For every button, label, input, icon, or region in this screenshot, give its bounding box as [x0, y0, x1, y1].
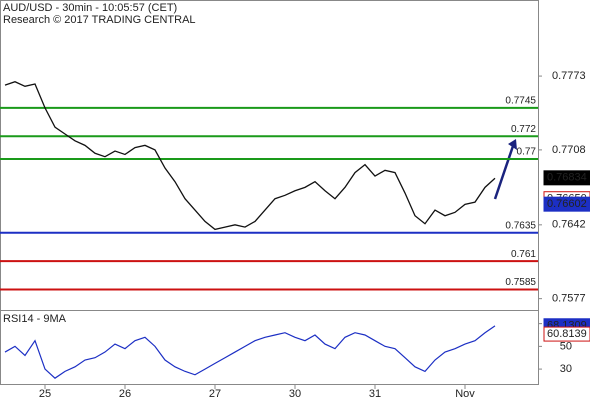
price-tag-label: 0.76834 [547, 172, 587, 184]
x-tick-label: 25 [39, 388, 51, 400]
forecast-arrowhead [508, 139, 517, 150]
level-label: 0.772 [511, 124, 536, 135]
rsi-tag-label: 60.8139 [547, 328, 587, 340]
y-tick-label: 0.7708 [552, 144, 586, 156]
forecast-arrow [493, 145, 515, 200]
rsi-tag [543, 326, 590, 342]
x-tick-label: 27 [209, 388, 221, 400]
price-tag [543, 170, 590, 186]
price-tag [543, 196, 590, 212]
rsi-tick-label: 50 [560, 340, 572, 352]
level-label: 0.7635 [505, 220, 536, 231]
y-tick-label: 0.7773 [552, 70, 586, 82]
frame [0, 0, 539, 385]
level-label: 0.7745 [505, 96, 536, 107]
chart-subtitle: Research © 2017 TRADING CENTRAL [3, 14, 196, 26]
rsi-tick-label: 30 [560, 363, 572, 375]
chart-title: AUD/USD - 30min - 10:05:57 (CET) [3, 2, 177, 14]
level-label: 0.7585 [505, 277, 536, 288]
level-label: 0.77 [517, 147, 537, 158]
rsi-line [4, 325, 496, 379]
y-tick-label: 0.7642 [552, 219, 586, 231]
rsi-title: RSI14 - 9MA [3, 313, 67, 325]
price-line [4, 81, 496, 231]
price-tag-label: 0.76602 [547, 198, 587, 210]
x-tick-label: Nov [455, 388, 475, 400]
y-tick-label: 0.7577 [552, 293, 586, 305]
x-tick-label: 26 [119, 388, 131, 400]
level-label: 0.761 [511, 249, 536, 260]
x-tick-label: 31 [369, 388, 381, 400]
x-tick-label: 30 [289, 388, 301, 400]
